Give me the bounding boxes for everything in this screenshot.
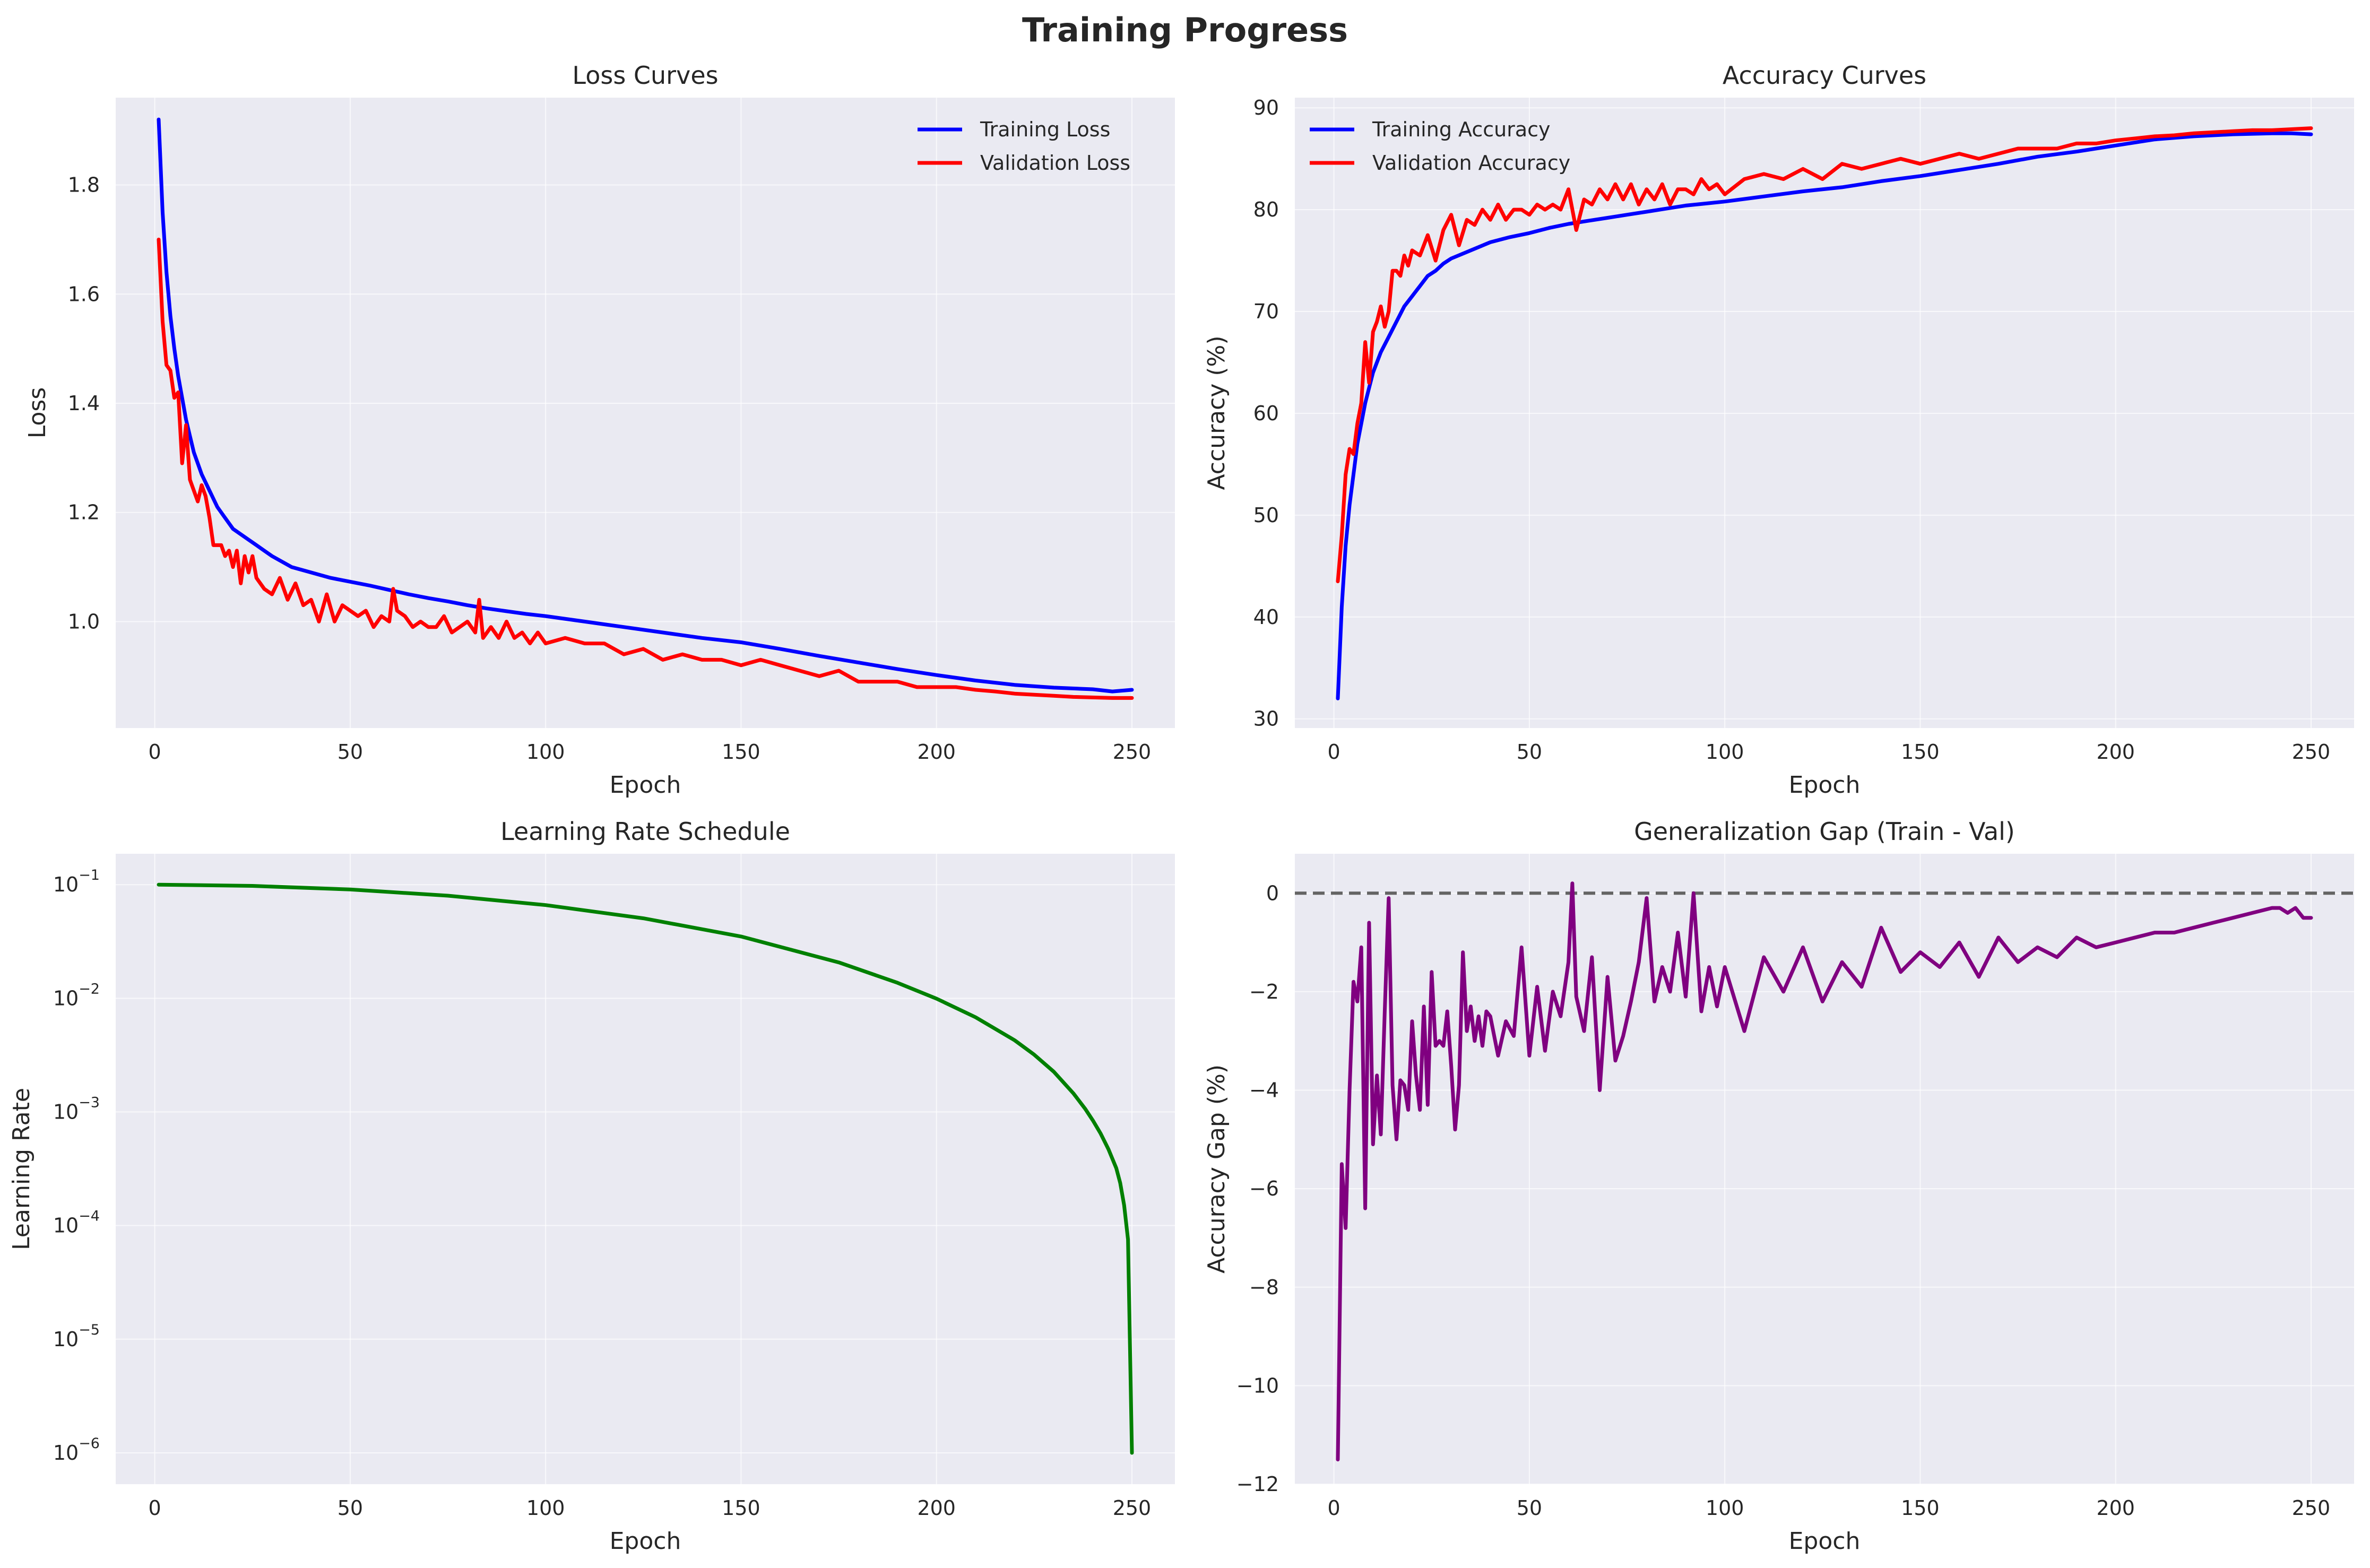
y-tick-label: 1.6 (68, 282, 100, 306)
x-tick-label: 250 (1113, 740, 1152, 764)
y-tick-label: 1.8 (68, 174, 100, 197)
accuracy-curves-panel: 0 50 100 150 200 250 30 40 50 60 70 80 90 Accuracy Cu… (1203, 61, 2354, 799)
x-tick-label: 100 (526, 1496, 565, 1520)
y-tick-label: 30 (1253, 707, 1279, 731)
training-accuracy-line (1336, 131, 2313, 700)
validation-loss-line (157, 237, 1134, 700)
x-tick-label: 250 (1113, 1496, 1152, 1520)
y-tick-label: 50 (1253, 504, 1279, 527)
x-tick-label: 50 (338, 740, 363, 764)
plot-area (116, 854, 1175, 1484)
x-tick-label: 200 (2096, 1496, 2135, 1520)
panel-title: Learning Rate Schedule (500, 817, 790, 846)
y-tick-label: 10−2 (53, 981, 100, 1010)
figure-title: Training Progress (1022, 11, 1348, 49)
x-tick-label: 250 (2292, 1496, 2331, 1520)
panel-title: Loss Curves (572, 61, 718, 90)
legend-label: Validation Loss (980, 151, 1130, 175)
y-tick-label: 70 (1253, 300, 1279, 323)
validation-accuracy-line (1336, 126, 2313, 584)
panel-title: Accuracy Curves (1723, 61, 1926, 90)
x-tick-label: 250 (2292, 740, 2331, 764)
y-axis-label: Learning Rate (8, 1088, 35, 1250)
y-axis-label: Accuracy Gap (%) (1203, 1064, 1230, 1274)
plot-area (116, 98, 1175, 728)
x-tick-label: 100 (526, 740, 565, 764)
x-axis-label: Epoch (610, 772, 681, 799)
x-tick-label: 150 (1901, 1496, 1940, 1520)
y-tick-label: 1.4 (68, 392, 100, 415)
y-tick-label: 60 (1253, 402, 1279, 425)
x-tick-label: 0 (1328, 1496, 1340, 1520)
x-tick-label: 0 (1328, 740, 1340, 764)
y-tick-label: 10−3 (53, 1095, 100, 1124)
x-tick-label: 150 (1901, 740, 1940, 764)
y-tick-label: 80 (1253, 198, 1279, 221)
x-tick-label: 50 (1517, 1496, 1542, 1520)
y-tick-label: 0 (1266, 881, 1279, 905)
y-tick-label: 90 (1253, 96, 1279, 119)
learning-rate-schedule-line (157, 882, 1134, 1455)
y-tick-label: −4 (1249, 1079, 1279, 1102)
plot-area (1295, 854, 2354, 1484)
panel-title: Generalization Gap (Train - Val) (1634, 817, 2015, 846)
x-tick-label: 50 (1517, 740, 1542, 764)
y-tick-label: 10−5 (53, 1322, 100, 1351)
generalization-gap-panel: 0 50 100 150 200 250 −12 −10 −8 −6 −4 −2 0 Generaliza… (1203, 817, 2354, 1555)
legend: Training Accuracy Validation Accuracy (1310, 118, 1570, 175)
legend-label: Training Loss (980, 118, 1110, 141)
x-tick-label: 100 (1706, 740, 1744, 764)
x-axis-label: Epoch (1789, 772, 1861, 799)
y-tick-label: −10 (1236, 1374, 1279, 1397)
x-tick-label: 150 (722, 740, 760, 764)
loss-curves-panel: 0 50 100 150 200 250 1.0 1.2 1.4 1.6 1.8 Loss Curve… (24, 61, 1175, 799)
y-tick-label: 1.0 (68, 610, 100, 633)
x-tick-label: 200 (917, 740, 956, 764)
x-axis-label: Epoch (610, 1528, 681, 1555)
legend-label: Training Accuracy (1372, 118, 1551, 141)
y-tick-label: −8 (1249, 1276, 1279, 1299)
y-tick-label: −6 (1249, 1177, 1279, 1200)
training-loss-line (157, 117, 1134, 694)
y-tick-label: 10−4 (53, 1208, 100, 1237)
y-axis-label: Accuracy (%) (1203, 335, 1230, 490)
x-axis-label: Epoch (1789, 1528, 1861, 1555)
generalization-gap-train-val-line (1336, 881, 2313, 1462)
y-axis-label: Loss (24, 387, 51, 439)
x-tick-label: 0 (149, 740, 161, 764)
learning-rate-panel: 0 50 100 150 200 250 10−6 10−5 10−4 10−3 10−2 10−1 L… (8, 817, 1175, 1555)
legend-label: Validation Accuracy (1372, 151, 1570, 175)
x-tick-label: 150 (722, 1496, 760, 1520)
y-tick-label: 40 (1253, 605, 1279, 629)
x-tick-label: 200 (2096, 740, 2135, 764)
x-tick-label: 0 (149, 1496, 161, 1520)
x-tick-label: 50 (338, 1496, 363, 1520)
y-tick-label: 10−1 (53, 867, 100, 896)
y-tick-label: −2 (1249, 980, 1279, 1003)
y-tick-label: 10−6 (53, 1435, 100, 1465)
x-tick-label: 100 (1706, 1496, 1744, 1520)
x-tick-label: 200 (917, 1496, 956, 1520)
y-tick-label: −12 (1236, 1472, 1279, 1496)
y-tick-label: 1.2 (68, 501, 100, 524)
legend: Training Loss Validation Loss (918, 118, 1130, 175)
